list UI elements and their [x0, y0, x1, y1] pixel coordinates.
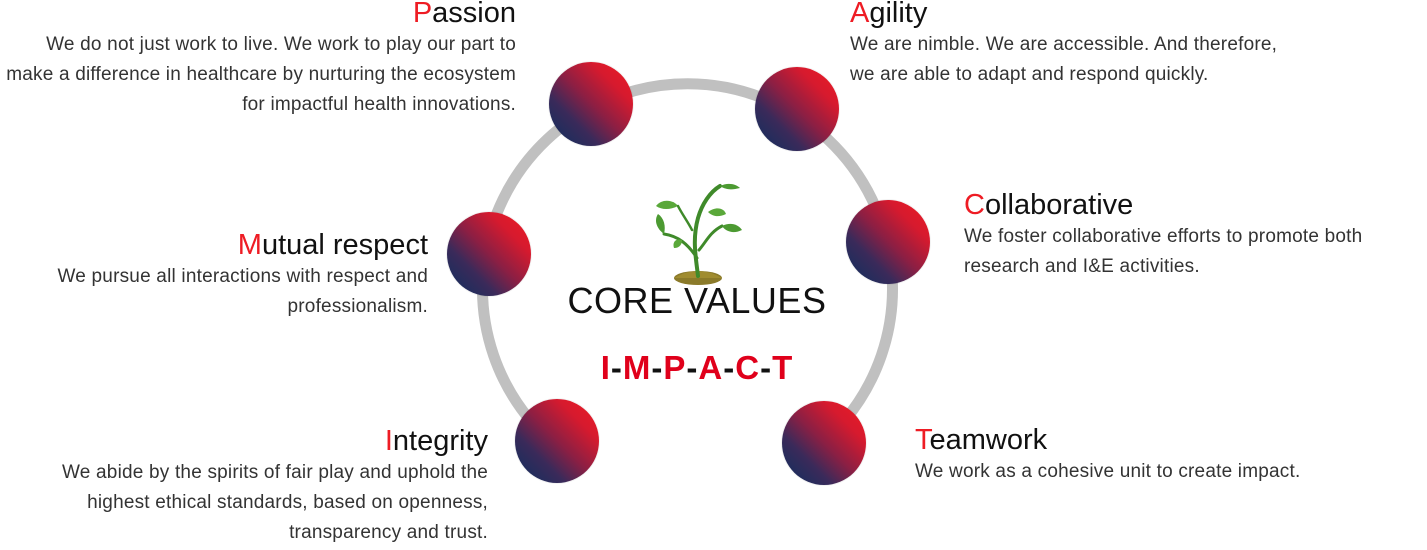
value-passion: Passion We do not just work to live. We …	[0, 0, 516, 120]
value-heading: Integrity	[0, 424, 488, 458]
value-collaborative: Collaborative We foster collaborative ef…	[964, 188, 1426, 282]
collaborative-orb	[846, 200, 930, 284]
integrity-orb	[515, 399, 599, 483]
value-description: We abide by the spirits of fair play and…	[62, 462, 488, 543]
value-heading-rest: ntegrity	[392, 425, 488, 457]
value-heading-rest: eamwork	[929, 424, 1048, 456]
value-heading-rest: utual respect	[261, 229, 428, 261]
teamwork-orb	[782, 401, 866, 485]
value-initial: P	[412, 0, 433, 29]
value-mutual-respect: Mutual respect We pursue all interaction…	[0, 228, 429, 322]
value-heading-rest: assion	[432, 0, 516, 29]
agility-orb	[755, 67, 839, 151]
acronym-letter: C	[735, 349, 761, 386]
value-heading: Collaborative	[964, 188, 1426, 222]
acronym-separator: -	[723, 349, 736, 386]
acronym-separator: -	[651, 349, 664, 386]
value-heading-rest: gility	[869, 0, 928, 29]
value-description: We are nimble. We are accessible. And th…	[850, 34, 1278, 85]
acronym-letter: T	[772, 349, 794, 386]
center-title: CORE VALUES	[567, 280, 827, 321]
value-integrity: Integrity We abide by the spirits of fai…	[0, 424, 488, 548]
value-description: We foster collaborative efforts to promo…	[964, 226, 1363, 277]
value-initial: A	[850, 0, 870, 29]
acronym-separator: -	[686, 349, 699, 386]
impact-acronym: I-M-P-A-C-T	[560, 347, 834, 389]
acronym-separator: -	[610, 349, 623, 386]
mutual-respect-orb	[447, 212, 531, 296]
acronym-letter: I	[600, 349, 611, 386]
value-heading: Teamwork	[915, 423, 1385, 457]
value-description: We pursue all interactions with respect …	[57, 266, 428, 317]
value-description: We do not just work to live. We work to …	[6, 34, 516, 115]
value-description: We work as a cohesive unit to create imp…	[915, 461, 1301, 482]
sprout-icon	[656, 183, 742, 285]
acronym-letter: M	[622, 349, 652, 386]
value-initial: M	[237, 229, 262, 261]
value-initial: T	[915, 424, 930, 456]
value-heading-rest: ollaborative	[984, 189, 1134, 221]
passion-orb	[549, 62, 633, 146]
value-initial: I	[384, 425, 393, 457]
acronym-letter: A	[698, 349, 724, 386]
value-heading: Agility	[850, 0, 1290, 30]
value-agility: Agility We are nimble. We are accessible…	[850, 0, 1290, 90]
acronym-letter: P	[663, 349, 687, 386]
value-teamwork: Teamwork We work as a cohesive unit to c…	[915, 423, 1385, 487]
acronym-separator: -	[760, 349, 773, 386]
value-heading: Passion	[0, 0, 516, 30]
value-heading: Mutual respect	[0, 228, 428, 262]
value-initial: C	[964, 189, 985, 221]
